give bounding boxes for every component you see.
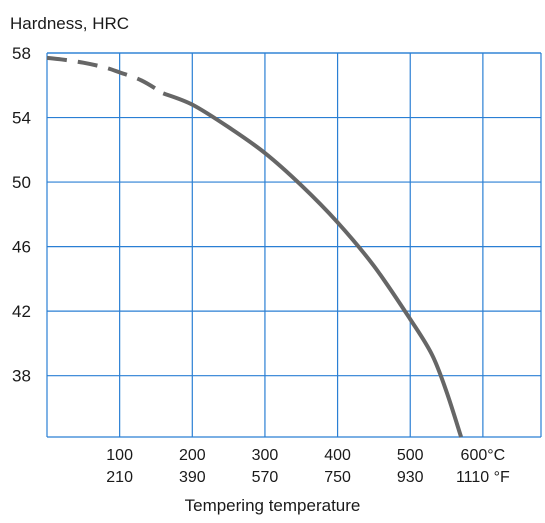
x-tick-label-celsius: 300 — [252, 447, 279, 464]
y-tick-labels: 58 54 50 46 42 38 — [12, 44, 31, 386]
x-tick-label-fahrenheit: 390 — [179, 469, 206, 486]
x-axis-title: Tempering temperature — [184, 496, 361, 515]
curve-solid-segment — [162, 91, 463, 438]
x-tick-label-celsius: 500 — [397, 447, 424, 464]
x-tick-label-fahrenheit: 1110 °F — [456, 469, 510, 486]
x-tick-label-celsius: 600°C — [461, 447, 506, 464]
y-axis-title: Hardness, HRC — [10, 14, 130, 33]
x-tick-label-fahrenheit: 930 — [397, 469, 424, 486]
hardness-curve — [46, 55, 463, 438]
y-tick-label: 42 — [12, 302, 31, 321]
y-tick-label: 54 — [12, 109, 31, 128]
x-tick-label-fahrenheit: 210 — [106, 469, 133, 486]
y-tick-label: 50 — [12, 173, 31, 192]
x-tick-label-celsius: 100 — [106, 447, 133, 464]
x-tick-label-fahrenheit: 570 — [252, 469, 279, 486]
x-tick-label-celsius: 200 — [179, 447, 206, 464]
y-tick-label: 38 — [12, 367, 31, 386]
y-tick-label: 58 — [12, 44, 31, 63]
grid — [46, 52, 542, 438]
y-tick-label: 46 — [12, 238, 31, 257]
x-tick-label-fahrenheit: 750 — [324, 469, 351, 486]
x-tick-labels: 100 210 200 390 300 570 400 750 500 930 600°C 1110 … — [106, 447, 510, 486]
x-tick-label-celsius: 400 — [324, 447, 351, 464]
curve-dashed-segment — [46, 55, 165, 96]
